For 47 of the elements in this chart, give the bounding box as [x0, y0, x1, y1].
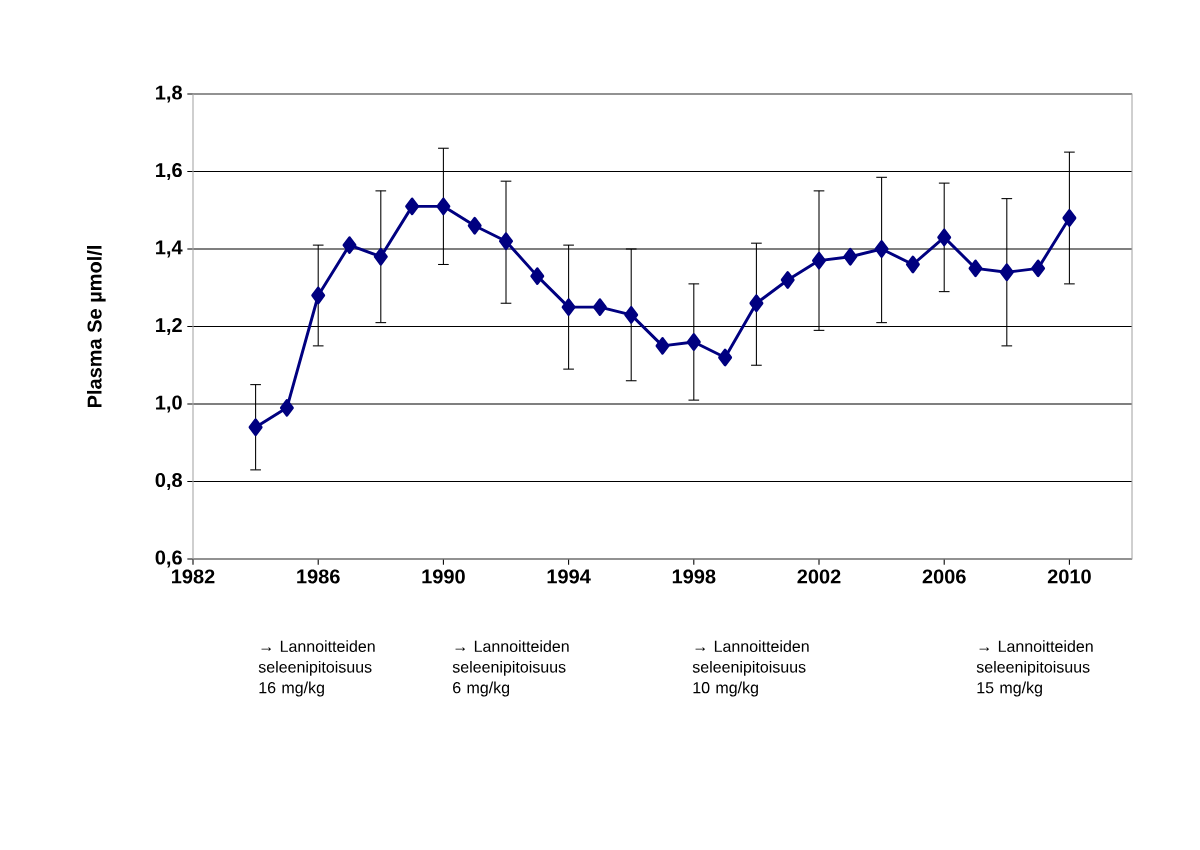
x-tick-label: 2006 [922, 569, 966, 584]
point [749, 294, 764, 313]
point [561, 298, 576, 316]
point [812, 251, 826, 270]
point [905, 255, 920, 274]
point [405, 197, 420, 216]
point [968, 259, 983, 278]
x-tick-label: 1998 [672, 569, 716, 584]
y-tick-label: 1,8 [156, 85, 182, 103]
x-tick-label: 1990 [422, 569, 465, 584]
x-tick-label: 1994 [547, 569, 591, 584]
point [1031, 259, 1046, 278]
point [342, 236, 357, 254]
y-axis-title: Plasma Se µmol/l [86, 246, 106, 408]
point [311, 286, 326, 305]
y-tick-label: 1,6 [156, 162, 182, 181]
point [1062, 209, 1077, 227]
point [592, 298, 607, 316]
y-tick-label: 0,6 [155, 550, 182, 568]
point [530, 267, 545, 285]
x-tick-label: 1986 [297, 569, 340, 584]
y-tick-label: 1,4 [156, 240, 183, 258]
point [874, 240, 889, 258]
point [843, 247, 858, 266]
point [499, 232, 513, 251]
point [937, 228, 952, 247]
point [624, 306, 639, 324]
y-tick-label: 1,0 [156, 395, 182, 413]
point [279, 399, 294, 417]
x-tick-label: 2010 [1047, 569, 1091, 584]
point [248, 418, 263, 437]
point [718, 348, 733, 367]
point [686, 333, 701, 351]
point [373, 247, 388, 266]
text: → Lannoitteiden seleenipitoisuus 10 mg/kg [692, 640, 809, 697]
text: → Lannoitteiden seleenipitoisuus 16 mg/kg [258, 640, 375, 697]
y-tick-label: 0,8 [155, 472, 182, 491]
x-tick-label: 1982 [172, 569, 215, 584]
text: → Lannoitteiden seleenipitoisuus 15 mg/kg [976, 640, 1093, 697]
text: → Lannoitteiden seleenipitoisuus 6 mg/kg [452, 640, 569, 697]
point [467, 216, 482, 235]
x-tick-label: 2002 [797, 569, 841, 584]
point [999, 263, 1014, 282]
point [780, 271, 795, 289]
point [436, 197, 451, 216]
point [655, 337, 670, 355]
y-tick-label: 1,2 [156, 317, 182, 336]
